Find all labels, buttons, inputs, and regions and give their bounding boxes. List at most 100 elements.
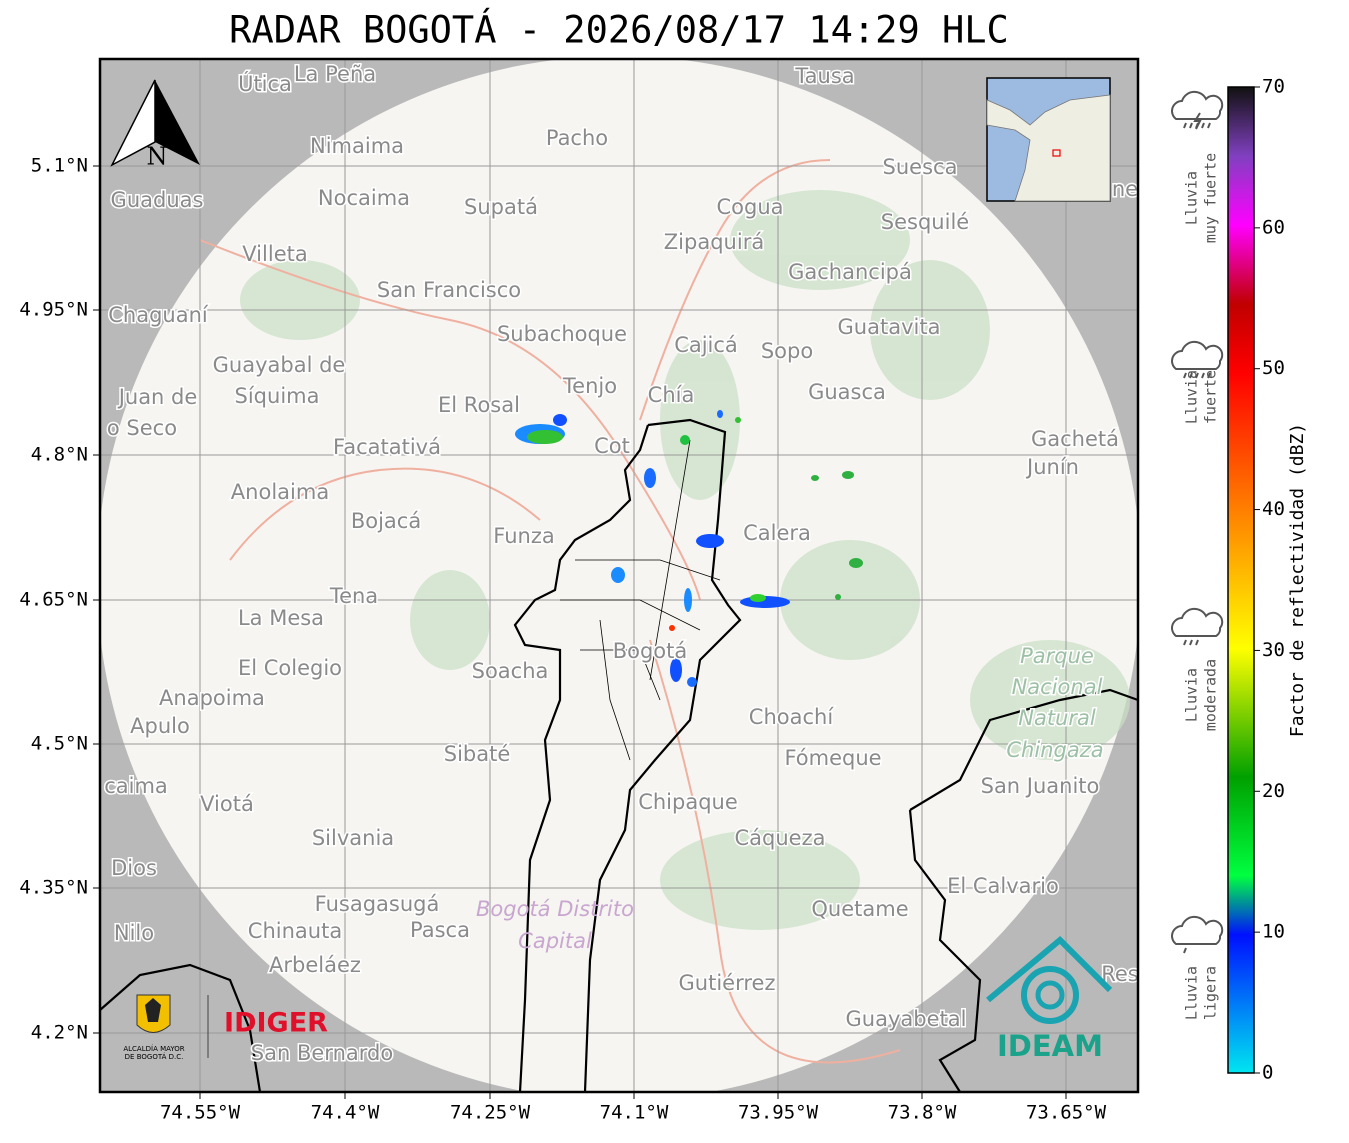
lon-tick-label: 74.4°W xyxy=(311,1102,380,1124)
place-label: Gachetá xyxy=(1031,427,1119,451)
colorbar-tick-label: 10 xyxy=(1262,921,1285,943)
rain-level-label: Lluvia xyxy=(1183,668,1201,722)
place-label: Viotá xyxy=(200,792,254,816)
grid xyxy=(100,59,1138,1092)
place-label: Pacho xyxy=(546,126,608,150)
place-label: Quetame xyxy=(811,897,908,921)
axes: 74.55°W 74.4°W 74.25°W 74.1°W 73.95°W 73.8°W 7… xyxy=(19,155,1106,1124)
lightning xyxy=(1193,112,1202,130)
place-label: Fusagasugá xyxy=(315,892,440,916)
place-label: Choachí xyxy=(749,705,835,729)
rain-level-label: Lluvia xyxy=(1183,171,1201,225)
rain-level-label: ligera xyxy=(1202,966,1220,1020)
place-label: Apulo xyxy=(130,714,190,738)
place-label: Chía xyxy=(648,383,695,407)
rain-drop xyxy=(1195,639,1199,646)
place-label: Villeta xyxy=(242,242,307,266)
ideam-logo: IDEAM xyxy=(986,935,1113,1063)
place-label: Sopo xyxy=(761,339,813,363)
north-arrow: N xyxy=(110,79,200,171)
place-label: Dios xyxy=(111,856,157,880)
place-label: El Rosal xyxy=(438,393,520,417)
map: Útica La Peña Tausa Pacho Nimaima Suesca Guadu… xyxy=(100,59,1138,1092)
place-label: Arbeláez xyxy=(269,953,361,977)
lat-tick-label: 4.35°N xyxy=(19,877,88,899)
rain-icon xyxy=(1171,340,1224,370)
place-label: Nilo xyxy=(114,921,154,945)
colorbar-tick-label: 30 xyxy=(1262,639,1285,661)
lat-tick-label: 4.2°N xyxy=(31,1022,88,1044)
colorbar-tick-label: 60 xyxy=(1262,216,1285,238)
place-label: Chaguaní xyxy=(108,303,209,327)
rain-icon xyxy=(1171,90,1224,120)
place-label: La Peña xyxy=(294,62,376,86)
place-label: El Calvario xyxy=(947,874,1059,898)
rain-drop xyxy=(1207,122,1211,129)
lon-tick-label: 73.95°W xyxy=(738,1102,819,1124)
rain-drop xyxy=(1183,372,1187,379)
place-label: Guasca xyxy=(808,380,886,404)
place-label: Bogotá xyxy=(613,639,688,663)
lat-tick-label: 4.8°N xyxy=(31,444,88,466)
place-label: Nocaima xyxy=(318,186,410,210)
place-label: Suesca xyxy=(883,155,958,179)
rain-drop xyxy=(1201,122,1205,129)
place-label: Pasca xyxy=(410,918,470,942)
place-label: Junín xyxy=(1025,455,1079,479)
place-label: Guaduas xyxy=(111,188,204,212)
roads xyxy=(199,159,901,1064)
ideam-text: IDEAM xyxy=(997,1029,1103,1063)
place-label: Funza xyxy=(493,524,554,548)
park-label: Parque xyxy=(1020,644,1094,668)
place-label: Calera xyxy=(743,521,811,545)
boundaries xyxy=(100,418,1138,1092)
rain-level-label: fuerte xyxy=(1202,370,1220,424)
place-label: Guayabal de xyxy=(213,353,346,377)
park-label: Natural xyxy=(1018,706,1096,730)
rain-drop xyxy=(1189,122,1193,129)
place-label: Anapoima xyxy=(159,686,265,710)
lon-tick-label: 74.55°W xyxy=(160,1102,241,1124)
alcaldia-logo: ALCALDÍA MAYOR DE BOGOTÁ D.C. IDIGER xyxy=(123,994,328,1061)
district-label: Capital xyxy=(518,929,592,953)
lat-tick-label: 4.95°N xyxy=(19,299,88,321)
colorbar-tick-label: 70 xyxy=(1262,76,1285,98)
colorbar-tick-label: 20 xyxy=(1262,780,1285,802)
place-label: Gutiérrez xyxy=(679,971,776,995)
north-label: N xyxy=(147,143,168,171)
place-label: Supatá xyxy=(464,195,538,219)
place-label: Chipaque xyxy=(638,790,738,814)
rain-drop xyxy=(1195,372,1199,379)
localities xyxy=(560,439,721,761)
rain-level-label: Lluvia xyxy=(1183,966,1201,1020)
place-label: San Juanito xyxy=(981,774,1100,798)
colorbar-label: Factor de reflectividad (dBZ) xyxy=(1287,423,1308,737)
idiger-logo: IDIGER xyxy=(224,1008,328,1039)
place-labels: Útica La Peña Tausa Pacho Nimaima Suesca Guadu… xyxy=(103,61,1138,1067)
place-label: Síquima xyxy=(235,384,320,408)
colorbar-tick-label: 0 xyxy=(1262,1062,1273,1084)
place-label: Guatavita xyxy=(838,315,941,339)
colorbar-ticks: 0 10 20 30 40 50 60 70 xyxy=(1254,76,1285,1084)
place-label: Cot xyxy=(594,434,630,458)
colorbar-tick-label: 40 xyxy=(1262,498,1285,520)
rain-level-label: moderada xyxy=(1202,659,1220,731)
rain-drop xyxy=(1201,372,1205,379)
place-label: Zipaquirá xyxy=(664,230,764,254)
lat-tick-label: 5.1°N xyxy=(31,155,88,177)
alcaldia-text: ALCALDÍA MAYOR xyxy=(123,1044,184,1053)
colorbar-tick-label: 50 xyxy=(1262,357,1285,379)
rain-icon xyxy=(1171,607,1224,637)
place-label: Gachancipá xyxy=(788,260,912,284)
vegetation xyxy=(240,190,1130,930)
place-label: Anolaima xyxy=(231,480,329,504)
place-label: Subachoque xyxy=(497,322,627,346)
district-label: Bogotá Distrito xyxy=(476,897,634,921)
colorbar xyxy=(1227,86,1255,1074)
rain-icon xyxy=(1171,915,1224,945)
place-label: San Francisco xyxy=(377,278,521,302)
place-label: Sibaté xyxy=(444,742,511,766)
alcaldia-text: DE BOGOTÁ D.C. xyxy=(125,1052,184,1061)
